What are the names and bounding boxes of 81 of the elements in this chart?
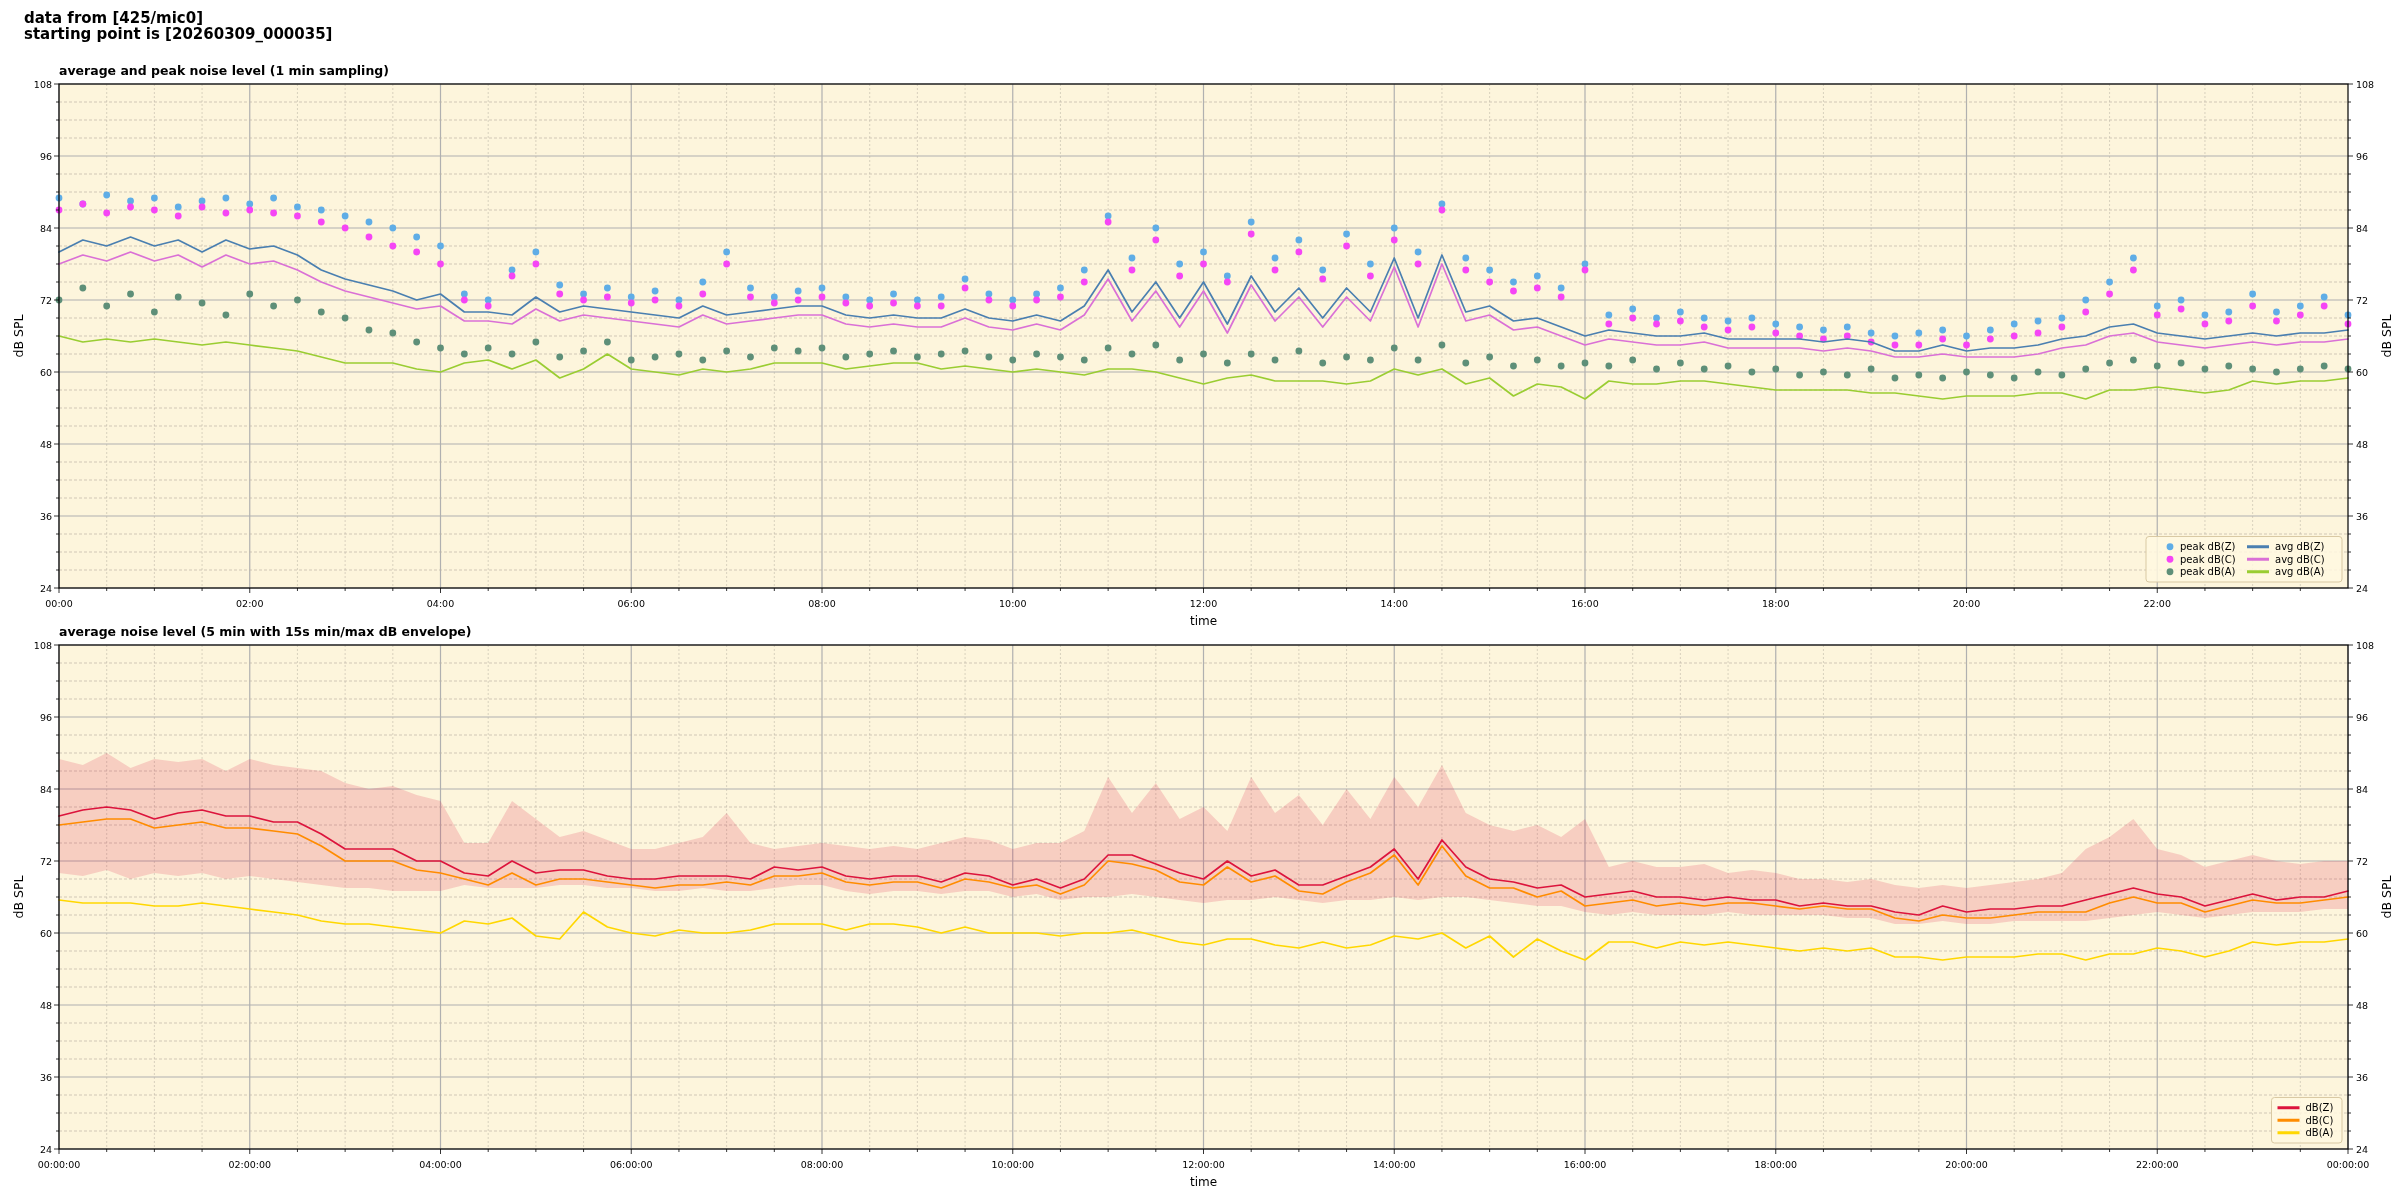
x-tick-label: 12:00 <box>1189 598 1218 609</box>
y2-tick-label: 48 <box>2356 438 2369 450</box>
y-tick-label: 24 <box>39 1143 52 1155</box>
y-tick-label: 72 <box>39 294 52 306</box>
x-tick-label: 08:00:00 <box>800 1159 844 1170</box>
y2-tick-label: 72 <box>2356 294 2369 306</box>
x-axis-title: time <box>1189 1175 1218 1189</box>
x-tick-label: 08:00 <box>808 598 836 609</box>
y2-tick-label: 24 <box>2356 582 2369 594</box>
line-series <box>58 251 2349 358</box>
y2-tick-label: 84 <box>2356 222 2369 234</box>
x-tick-label: 06:00 <box>617 598 645 609</box>
x-tick-label: 10:00 <box>999 598 1027 609</box>
y-tick-label: 72 <box>39 855 52 867</box>
x-tick-label: 12:00:00 <box>1182 1159 1225 1170</box>
x-tick-label: 04:00 <box>426 598 455 609</box>
chart-title: average noise level (5 min with 15s min/max dB envelope) <box>59 624 472 639</box>
x-tick-label: 02:00 <box>236 598 264 609</box>
x-tick-label: 00:00 <box>45 598 73 609</box>
x-tick-label: 18:00 <box>1762 598 1790 609</box>
x-axis-title: time <box>1189 614 1218 628</box>
y2-tick-label: 36 <box>2356 510 2369 522</box>
y-tick-label: 84 <box>39 222 52 234</box>
y2-tick-label: 24 <box>2356 1143 2369 1155</box>
x-tick-label: 20:00:00 <box>1945 1159 1988 1170</box>
legend-label: avg dB(C) <box>2275 553 2325 565</box>
y2-tick-label: 60 <box>2356 927 2369 939</box>
y-tick-label: 96 <box>39 150 52 162</box>
y-tick-label: 84 <box>39 783 52 795</box>
x-tick-label: 22:00:00 <box>2135 1159 2179 1170</box>
y2-tick-label: 36 <box>2356 1071 2369 1083</box>
x-tick-label: 00:00:00 <box>37 1159 81 1170</box>
y-tick-label: 60 <box>39 366 52 378</box>
y2-tick-label: 108 <box>2356 639 2375 651</box>
x-tick-label: 14:00:00 <box>1372 1159 1416 1170</box>
y-tick-label: 60 <box>39 927 52 939</box>
legend-label: dB(A) <box>2305 1127 2334 1139</box>
y-tick-label: 36 <box>39 1071 52 1083</box>
legend-label: peak dB(Z) <box>2180 541 2236 553</box>
x-tick-label: 10:00:00 <box>991 1159 1035 1170</box>
x-tick-label: 18:00:00 <box>1754 1159 1798 1170</box>
y-tick-label: 36 <box>39 510 52 522</box>
y2-tick-label: 60 <box>2356 366 2369 378</box>
y2-tick-label: 48 <box>2356 999 2369 1011</box>
x-tick-label: 14:00 <box>1380 598 1408 609</box>
line-series <box>58 818 2349 922</box>
legend-label: peak dB(C) <box>2180 553 2236 565</box>
x-tick-label: 20:00 <box>1952 598 1981 609</box>
legend-label: avg dB(Z) <box>2275 541 2325 553</box>
x-tick-label: 04:00:00 <box>419 1159 462 1170</box>
legend-label: dB(C) <box>2305 1114 2334 1126</box>
y-tick-label: 24 <box>39 582 52 594</box>
x-tick-label: 16:00:00 <box>1563 1159 1607 1170</box>
y-tick-label: 48 <box>39 438 52 450</box>
y-tick-label: 48 <box>39 999 52 1011</box>
y-axis-title: dB SPL <box>10 875 26 919</box>
x-tick-label: 22:00 <box>2143 598 2171 609</box>
y2-axis-title: dB SPL <box>2378 314 2394 358</box>
line-series <box>58 806 2349 916</box>
legend-label: dB(Z) <box>2305 1102 2334 1114</box>
x-tick-label: 16:00 <box>1571 598 1599 609</box>
legend-label: avg dB(A) <box>2275 566 2325 578</box>
y2-axis-title: dB SPL <box>2378 875 2394 919</box>
y2-tick-label: 72 <box>2356 855 2369 867</box>
x-tick-label: 02:00:00 <box>228 1159 272 1170</box>
x-tick-label: 00:00:00 <box>2326 1159 2370 1170</box>
y2-tick-label: 108 <box>2356 78 2375 90</box>
y2-tick-label: 84 <box>2356 783 2369 795</box>
x-tick-label: 06:00:00 <box>609 1159 653 1170</box>
line-series <box>58 335 2349 400</box>
y-tick-label: 108 <box>33 639 52 651</box>
text: starting point is [20260309_000035] <box>24 25 333 43</box>
text: data from [425/mic0] <box>24 9 204 27</box>
legend-label: peak dB(A) <box>2180 566 2236 578</box>
y-tick-label: 108 <box>33 78 52 90</box>
y-tick-label: 96 <box>39 711 52 723</box>
y2-tick-label: 96 <box>2356 711 2369 723</box>
y-axis-title: dB SPL <box>10 314 26 358</box>
chart-title: average and peak noise level (1 min sampling) <box>59 63 389 78</box>
y2-tick-label: 96 <box>2356 150 2369 162</box>
line-series <box>58 899 2349 961</box>
